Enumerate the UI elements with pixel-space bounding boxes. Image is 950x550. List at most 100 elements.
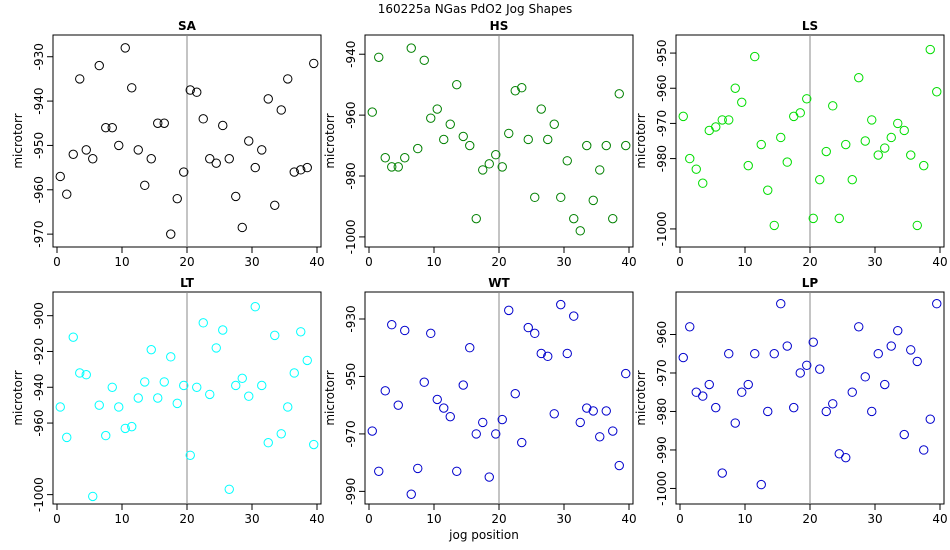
data-point [218, 120, 228, 131]
data-point [776, 132, 786, 143]
x-tick-label: 0 [676, 512, 684, 526]
data-point [614, 89, 624, 99]
x-tick-label: 20 [802, 512, 817, 526]
data-point [478, 417, 488, 428]
data-point [224, 154, 234, 164]
data-point [387, 162, 397, 172]
x-tick-label: 10 [114, 255, 129, 269]
data-point [873, 349, 883, 359]
data-point [439, 134, 449, 145]
data-point [458, 131, 468, 142]
y-tick-label: -930 [344, 305, 358, 332]
data-point [510, 388, 520, 399]
data-point [205, 389, 215, 400]
y-axis-title: microtorr [323, 370, 337, 425]
data-point [400, 153, 410, 163]
data-point [289, 368, 299, 378]
data-point [523, 322, 533, 333]
data-point [750, 51, 760, 62]
data-point [582, 140, 592, 151]
data-point [685, 153, 695, 164]
data-point [400, 325, 410, 336]
data-point [231, 191, 241, 202]
y-tick-label: -960 [32, 409, 46, 436]
data-point [179, 167, 189, 177]
data-point [205, 154, 215, 164]
data-point [179, 380, 189, 391]
data-point [549, 119, 559, 129]
panel-title: LT [180, 276, 195, 290]
data-point [854, 322, 864, 332]
data-point [497, 414, 507, 425]
data-point [75, 74, 85, 84]
data-point [380, 386, 390, 396]
data-point [107, 122, 117, 133]
data-point [912, 220, 922, 231]
x-tick-label: 40 [309, 255, 324, 269]
data-point [556, 299, 566, 310]
y-tick-label: -940 [32, 374, 46, 401]
data-point [263, 94, 273, 104]
x-tick-label: 20 [179, 512, 194, 526]
data-point [717, 468, 727, 478]
y-tick-label: -920 [32, 338, 46, 365]
data-point [62, 189, 72, 199]
data-point [380, 153, 390, 163]
panels-layer: SA 0 10 20 30 40 -930 -940 -950 -960 -970 microtorr… [11, 19, 948, 526]
data-point [68, 149, 78, 160]
data-point [250, 162, 260, 173]
y-tick-label: -1000 [344, 219, 358, 254]
data-point [737, 97, 747, 108]
data-point [413, 143, 423, 154]
x-tick-label: 10 [114, 512, 129, 526]
data-point [815, 364, 825, 374]
y-tick-label: -940 [32, 87, 46, 114]
data-point [218, 325, 228, 335]
data-point [471, 213, 481, 224]
data-point [711, 122, 721, 132]
data-point [172, 398, 182, 409]
y-tick-label: -930 [32, 43, 46, 70]
data-point [198, 114, 208, 124]
data-point [484, 472, 494, 482]
data-point [211, 343, 221, 353]
data-point [166, 229, 176, 239]
data-point [406, 489, 416, 499]
data-point [517, 437, 527, 448]
y-tick-label: -970 [344, 420, 358, 447]
panel-sa: SA 0 10 20 30 40 -930 -940 -950 -960 -970 microtorr [11, 19, 325, 269]
x-tick-label: 40 [932, 255, 947, 269]
data-point [608, 426, 618, 436]
panel-title: LP [802, 276, 819, 290]
data-point [445, 411, 455, 422]
data-point [588, 406, 598, 416]
y-tick-label: -980 [655, 145, 669, 172]
y-tick-label: -940 [344, 41, 358, 68]
data-point [880, 379, 890, 390]
y-tick-label: -950 [655, 39, 669, 66]
y-tick-label: -1000 [655, 471, 669, 506]
data-point [120, 423, 130, 434]
data-point [860, 136, 870, 146]
data-point [387, 320, 397, 330]
y-tick-label: -980 [344, 162, 358, 189]
data-point [743, 160, 753, 171]
data-point [283, 74, 293, 84]
data-point [724, 349, 734, 359]
data-point [504, 305, 514, 316]
data-point [224, 484, 234, 494]
data-point [730, 418, 740, 428]
y-axis-title: microtorr [11, 113, 25, 168]
data-point [270, 200, 280, 211]
y-tick-label: -960 [344, 102, 358, 129]
data-point [302, 162, 312, 173]
data-point [244, 391, 254, 401]
data-point [62, 432, 72, 443]
data-point [621, 368, 631, 379]
data-point [756, 479, 766, 490]
data-point [795, 368, 805, 378]
y-tick-label: -1000 [655, 211, 669, 246]
data-point [374, 466, 384, 476]
data-point [296, 327, 306, 337]
data-point [808, 337, 818, 347]
